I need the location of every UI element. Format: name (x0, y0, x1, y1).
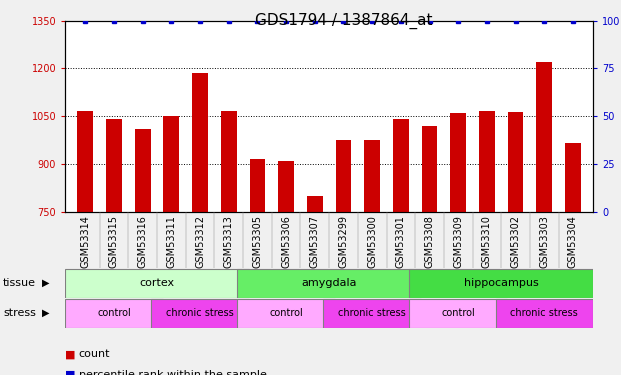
Bar (422, 126, 437, 212)
Text: chronic stress: chronic stress (338, 308, 406, 318)
Text: GSM53315: GSM53315 (109, 214, 119, 268)
Text: GSM53308: GSM53308 (425, 214, 435, 268)
Text: GSM53314: GSM53314 (80, 214, 90, 268)
Bar (479, 111, 495, 212)
Bar (365, 140, 380, 212)
Text: count: count (79, 350, 111, 359)
Bar (508, 112, 524, 212)
Text: cortex: cortex (140, 278, 175, 288)
Bar (496, 299, 593, 327)
Text: control: control (442, 308, 475, 318)
Bar (324, 299, 421, 327)
Text: ■: ■ (65, 350, 76, 359)
Text: stress: stress (3, 308, 36, 318)
Bar (221, 111, 237, 212)
Text: GSM53301: GSM53301 (396, 214, 406, 268)
Text: GDS1794 / 1387864_at: GDS1794 / 1387864_at (255, 13, 432, 29)
Text: percentile rank within the sample: percentile rank within the sample (79, 370, 267, 375)
Bar (537, 62, 552, 212)
Text: GSM53306: GSM53306 (281, 214, 291, 268)
Bar (192, 73, 208, 212)
Text: ▶: ▶ (42, 308, 50, 318)
Text: GSM53304: GSM53304 (568, 214, 578, 268)
Text: ■: ■ (65, 370, 76, 375)
Text: control: control (97, 308, 131, 318)
Bar (409, 269, 593, 297)
Text: hippocampus: hippocampus (464, 278, 538, 288)
Bar (237, 269, 421, 297)
Bar (450, 113, 466, 212)
Text: GSM53316: GSM53316 (138, 214, 148, 268)
Text: chronic stress: chronic stress (166, 308, 234, 318)
Text: GSM53309: GSM53309 (453, 214, 463, 268)
Text: GSM53300: GSM53300 (367, 214, 377, 268)
Bar (106, 119, 122, 212)
Text: GSM53313: GSM53313 (224, 214, 233, 268)
Bar (409, 299, 507, 327)
Bar (78, 111, 93, 212)
Text: GSM53305: GSM53305 (252, 214, 263, 268)
Bar (335, 140, 351, 212)
Text: GSM53312: GSM53312 (195, 214, 205, 268)
Text: ▶: ▶ (42, 278, 50, 288)
Bar (278, 161, 294, 212)
Text: GSM53299: GSM53299 (338, 214, 348, 268)
Bar (135, 129, 150, 212)
Bar (250, 159, 265, 212)
Text: GSM53310: GSM53310 (482, 214, 492, 268)
Text: GSM53302: GSM53302 (510, 214, 520, 268)
Bar (565, 143, 581, 212)
Bar (307, 196, 323, 212)
Text: amygdala: amygdala (301, 278, 357, 288)
Text: tissue: tissue (3, 278, 36, 288)
Text: GSM53307: GSM53307 (310, 214, 320, 268)
Text: GSM53303: GSM53303 (539, 214, 550, 268)
Text: chronic stress: chronic stress (510, 308, 578, 318)
Bar (393, 119, 409, 212)
Bar (163, 116, 179, 212)
Bar (65, 299, 163, 327)
Text: control: control (270, 308, 303, 318)
Bar (65, 269, 249, 297)
Bar (152, 299, 249, 327)
Text: GSM53311: GSM53311 (166, 214, 176, 268)
Bar (237, 299, 335, 327)
